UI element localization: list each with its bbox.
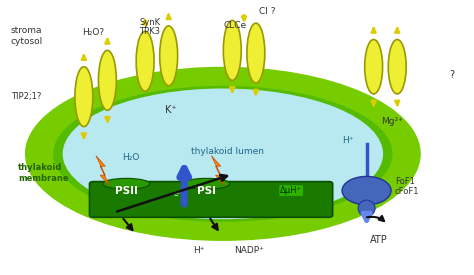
Ellipse shape <box>358 200 375 216</box>
Text: H⁺: H⁺ <box>342 136 354 145</box>
Ellipse shape <box>25 67 421 241</box>
Text: NADP⁺: NADP⁺ <box>234 246 264 255</box>
Text: ?: ? <box>449 70 454 80</box>
Circle shape <box>342 177 391 205</box>
Ellipse shape <box>136 31 154 91</box>
Text: FoF1
cFoF1: FoF1 cFoF1 <box>395 177 419 196</box>
Ellipse shape <box>63 89 383 219</box>
Ellipse shape <box>75 67 93 126</box>
Text: TIP2;1?: TIP2;1? <box>11 92 41 101</box>
Text: SynK
TPK3: SynK TPK3 <box>139 18 160 36</box>
Text: Cl ?: Cl ? <box>259 7 276 16</box>
Text: H⁺: H⁺ <box>193 246 205 255</box>
Text: ΔμH⁺: ΔμH⁺ <box>280 186 302 195</box>
Text: stroma
cytosol: stroma cytosol <box>11 26 43 46</box>
Text: K⁺: K⁺ <box>165 105 177 115</box>
Text: thylakoid lumen: thylakoid lumen <box>191 147 264 156</box>
Ellipse shape <box>183 178 230 189</box>
Ellipse shape <box>160 26 178 86</box>
Text: PSI: PSI <box>197 186 216 196</box>
Text: e⁻: e⁻ <box>173 189 183 198</box>
Text: ATP: ATP <box>370 235 387 244</box>
Polygon shape <box>96 156 109 186</box>
Text: CLCe: CLCe <box>223 21 246 31</box>
Text: Mg²⁺: Mg²⁺ <box>382 117 403 126</box>
Ellipse shape <box>99 50 117 110</box>
Text: thylakoid
membrane: thylakoid membrane <box>18 163 69 183</box>
Text: PSII: PSII <box>115 186 138 196</box>
Ellipse shape <box>103 178 150 189</box>
Ellipse shape <box>223 20 241 80</box>
Ellipse shape <box>247 23 265 83</box>
Ellipse shape <box>53 86 392 222</box>
Ellipse shape <box>388 40 406 94</box>
Text: H₂O?: H₂O? <box>82 28 104 37</box>
Polygon shape <box>211 156 225 186</box>
Text: H₂O: H₂O <box>122 153 140 163</box>
FancyBboxPatch shape <box>90 182 333 217</box>
Ellipse shape <box>365 40 383 94</box>
